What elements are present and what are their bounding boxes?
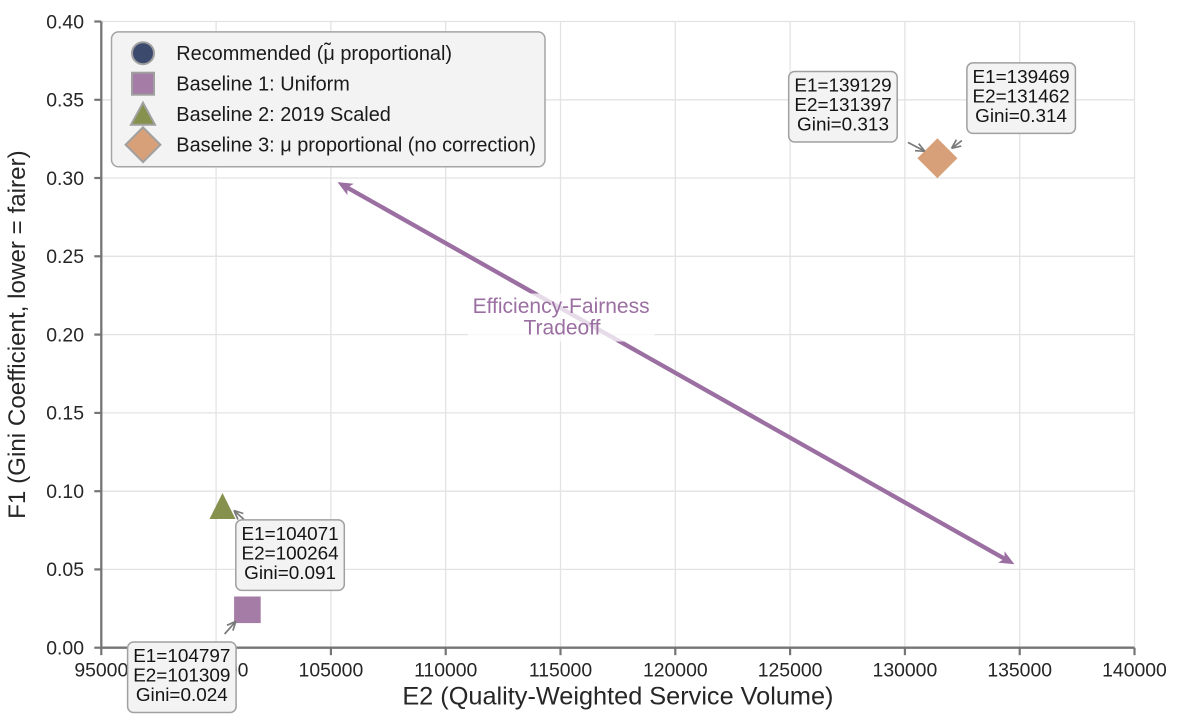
svg-text:Gini=0.091: Gini=0.091 <box>244 563 336 584</box>
svg-text:115000: 115000 <box>529 660 592 682</box>
svg-text:E1=104797: E1=104797 <box>133 646 230 667</box>
svg-text:0.10: 0.10 <box>46 481 84 503</box>
svg-text:0.35: 0.35 <box>46 90 84 112</box>
svg-text:E2=100264: E2=100264 <box>242 543 339 564</box>
svg-text:Efficiency-Fairness: Efficiency-Fairness <box>473 295 650 318</box>
svg-text:0.20: 0.20 <box>46 324 84 346</box>
svg-text:Gini=0.024: Gini=0.024 <box>136 685 228 706</box>
svg-text:E2=131397: E2=131397 <box>794 95 891 116</box>
svg-text:125000: 125000 <box>758 660 823 682</box>
svg-text:E1=104071: E1=104071 <box>242 524 339 545</box>
svg-text:˜: ˜ <box>323 40 331 62</box>
svg-text:E1=139469: E1=139469 <box>973 67 1070 88</box>
svg-text:95000: 95000 <box>74 660 128 682</box>
svg-text:E2 (Quality-Weighted Service V: E2 (Quality-Weighted Service Volume) <box>402 683 833 711</box>
svg-text:Recommended (μ proportional): Recommended (μ proportional) <box>176 43 452 65</box>
svg-text:Tradeoff: Tradeoff <box>523 317 600 340</box>
svg-text:Gini=0.314: Gini=0.314 <box>975 106 1067 127</box>
svg-text:Baseline 3: μ proportional (no: Baseline 3: μ proportional (no correctio… <box>176 135 536 157</box>
svg-text:F1 (Gini Coefficient, lower =: F1 (Gini Coefficient, lower = fairer) <box>4 150 31 519</box>
svg-text:0.00: 0.00 <box>46 638 84 660</box>
svg-text:140000: 140000 <box>1102 660 1167 682</box>
svg-text:135000: 135000 <box>987 660 1052 682</box>
svg-text:0.30: 0.30 <box>46 168 84 190</box>
svg-text:Gini=0.313: Gini=0.313 <box>797 115 889 136</box>
svg-text:0.25: 0.25 <box>46 246 84 268</box>
svg-text:E2=131462: E2=131462 <box>973 86 1070 107</box>
svg-text:0.05: 0.05 <box>46 559 84 581</box>
svg-text:E1=139129: E1=139129 <box>794 76 891 97</box>
svg-text:130000: 130000 <box>873 660 938 682</box>
svg-text:0.15: 0.15 <box>46 403 84 425</box>
svg-text:Baseline 1: Uniform: Baseline 1: Uniform <box>176 74 350 96</box>
svg-text:120000: 120000 <box>643 660 708 682</box>
svg-text:Baseline 2: 2019 Scaled: Baseline 2: 2019 Scaled <box>176 104 391 126</box>
svg-text:110000: 110000 <box>414 660 477 682</box>
svg-text:0.40: 0.40 <box>46 11 84 33</box>
svg-text:E2=101309: E2=101309 <box>133 666 230 687</box>
svg-text:105000: 105000 <box>299 660 364 682</box>
